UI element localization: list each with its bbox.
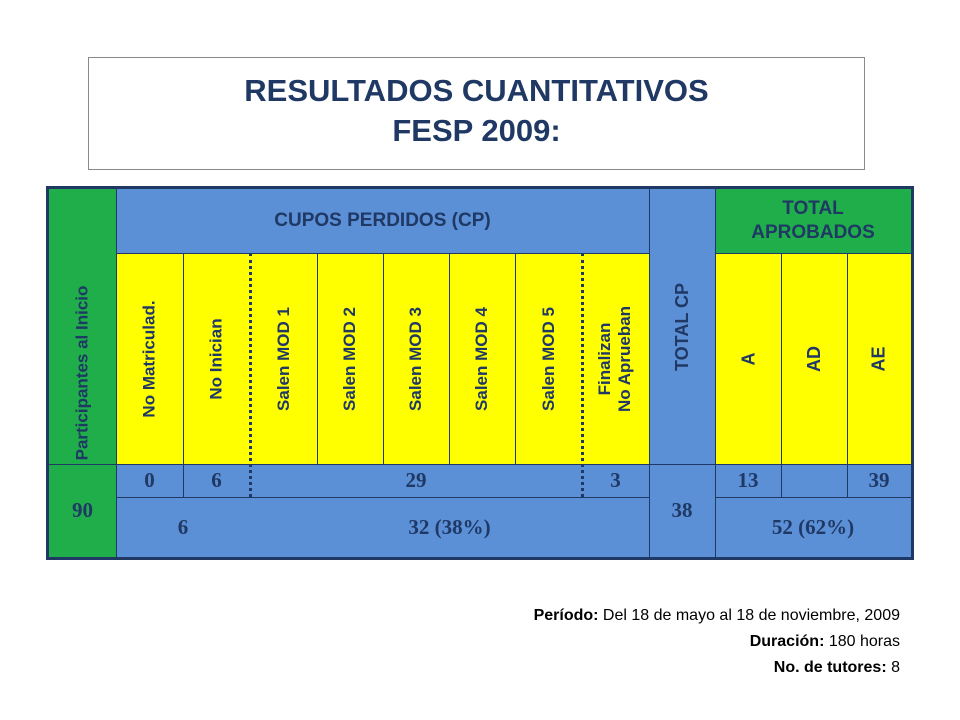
subheader-mod1: Salen MOD 1 (250, 253, 317, 464)
subheader-mod4: Salen MOD 4 (449, 253, 515, 464)
a-label: A (738, 352, 758, 365)
grid-line (715, 497, 911, 498)
tutors-line: No. de tutores: 8 (534, 655, 900, 681)
subheader-a: A (715, 253, 781, 464)
subtotal-cp-value: 32 (38%) (408, 514, 491, 539)
duration-label: Duración: (749, 633, 825, 650)
grid-line (317, 253, 318, 464)
subheader-mod2: Salen MOD 2 (317, 253, 383, 464)
subheader-finalizan: Finalizan No Aprueban (582, 253, 649, 464)
period-label: Período: (533, 607, 599, 624)
finalizan-label-line-1: Finalizan (595, 322, 615, 395)
grid-line-dotted (581, 253, 584, 497)
subtotal-initial-value: 6 (177, 514, 189, 539)
grid-line (781, 253, 782, 497)
tutors-value: 8 (886, 659, 900, 676)
mod3-label: Salen MOD 3 (406, 306, 426, 411)
salen-mods-value: 29 (405, 468, 427, 492)
results-table: Participantes al Inicio CUPOS PERDIDOS (… (46, 186, 914, 560)
grid-line (116, 497, 649, 498)
footer-info: Período: Del 18 de mayo al 18 de noviemb… (534, 603, 900, 681)
grid-line (116, 253, 649, 254)
grid-line (715, 189, 716, 557)
grid-line (847, 253, 848, 497)
participants-value: 90 (72, 498, 93, 522)
finalizan-value: 3 (610, 468, 621, 492)
period-value: Del 18 de mayo al 18 de noviembre, 2009 (598, 607, 900, 624)
approved-subheader-row (715, 253, 911, 464)
grid-line (649, 189, 650, 557)
finalizan-label: Finalizan No Aprueban (596, 305, 636, 411)
cp-header-cell: CUPOS PERDIDOS (CP) (116, 189, 649, 253)
grid-line (383, 253, 384, 464)
no-matriculad-value: 0 (144, 468, 155, 492)
duration-value: 180 horas (824, 633, 900, 650)
title-box: RESULTADOS CUANTITATIVOS FESP 2009: (88, 57, 865, 170)
total-cp-header: TOTAL CP (672, 282, 693, 371)
grid-line (116, 189, 117, 557)
title-line-2: FESP 2009: (392, 113, 561, 148)
subheader-no-matriculad: No Matriculad. (116, 253, 183, 464)
approved-header-cell: TOTAL APROBADOS (715, 189, 911, 253)
mod5-label: Salen MOD 5 (538, 306, 558, 411)
mod4-label: Salen MOD 4 (472, 306, 492, 411)
grid-line (715, 253, 911, 254)
subtotal-approved-value: 52 (62%) (771, 514, 855, 539)
ae-label: AE (868, 345, 889, 372)
approved-header-line-1: TOTAL (782, 198, 844, 219)
no-matriculad-label: No Matriculad. (139, 299, 159, 418)
ad-label: AD (804, 345, 824, 372)
ad-value (781, 464, 847, 497)
approved-header-line-2: APROBADOS (751, 222, 875, 243)
mod2-label: Salen MOD 2 (340, 306, 360, 411)
subheader-ad: AD (781, 253, 847, 464)
mod1-label: Salen MOD 1 (273, 306, 293, 411)
finalizan-label-line-2: No Aprueban (615, 305, 635, 412)
participants-header: Participantes al Inicio (72, 285, 92, 461)
cp-header: CUPOS PERDIDOS (CP) (274, 210, 491, 231)
title-line-1: RESULTADOS CUANTITATIVOS (244, 73, 709, 108)
grid-line (49, 464, 911, 465)
subheader-no-inician: No Inician (183, 253, 250, 464)
total-cp-value: 38 (671, 498, 693, 522)
cp-subheader-row (116, 253, 649, 464)
grid-line (449, 253, 450, 464)
period-line: Período: Del 18 de mayo al 18 de noviemb… (534, 603, 900, 629)
no-inician-value: 6 (211, 468, 222, 492)
no-inician-label: No Inician (206, 317, 226, 400)
subheader-ae: AE (847, 253, 911, 464)
subheader-mod3: Salen MOD 3 (383, 253, 449, 464)
duration-line: Duración: 180 horas (534, 629, 900, 655)
a-value: 13 (737, 468, 759, 492)
grid-line (515, 253, 516, 464)
subheader-mod5: Salen MOD 5 (515, 253, 582, 464)
grid-line-dotted (249, 253, 252, 497)
participants-header-cell: Participantes al Inicio (49, 189, 116, 557)
grid-line (183, 253, 184, 497)
total-cp-header-cell: TOTAL CP (649, 189, 715, 464)
values-area (116, 464, 911, 557)
tutors-label: No. de tutores: (773, 659, 887, 676)
ae-value: 39 (868, 468, 890, 492)
